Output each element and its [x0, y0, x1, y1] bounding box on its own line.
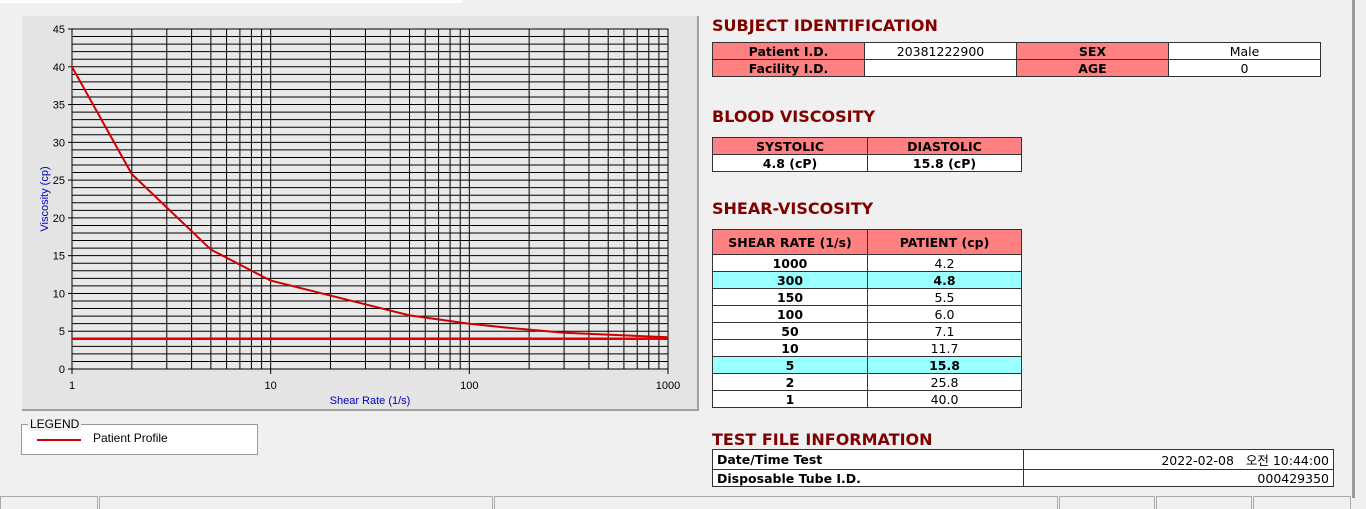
patient-cell: 11.7	[867, 339, 1022, 357]
shear-rate-cell: 1	[712, 390, 868, 408]
patient-id-label: Patient I.D.	[712, 42, 865, 60]
y-tick-label: 5	[59, 326, 65, 338]
y-tick-label: 30	[53, 137, 65, 149]
legend-title: LEGEND	[28, 417, 82, 431]
age: 0	[1168, 59, 1321, 77]
subject-table: Patient I.D. 20381222900 SEX Male Facility …	[712, 42, 1321, 77]
date-value: 2022-02-08 오전 10:44:00	[1023, 449, 1334, 470]
tube-label: Disposable Tube I.D.	[712, 469, 1024, 487]
y-tick-label: 35	[53, 100, 65, 112]
x-tick-label: 10	[265, 380, 277, 392]
status-pane-5	[1156, 496, 1252, 509]
data-point	[71, 65, 73, 68]
facility-id	[864, 59, 1017, 77]
sex-label: SEX	[1016, 42, 1169, 60]
y-tick-label: 10	[53, 288, 65, 300]
shear-rate-cell: 5	[712, 356, 868, 374]
data-point	[563, 331, 565, 334]
y-tick-label: 20	[53, 213, 65, 225]
age-label: AGE	[1016, 59, 1169, 77]
testfile-table: Date/Time Test 2022-02-08 오전 10:44:00 Dis…	[712, 449, 1334, 487]
status-pane-6	[1253, 496, 1351, 509]
subject-title: SUBJECT IDENTIFICATION	[712, 16, 938, 35]
legend-swatch	[37, 439, 81, 441]
table-row: 10 11.7	[712, 339, 1022, 357]
patient-cell: 6.0	[867, 305, 1022, 323]
data-point	[269, 279, 272, 282]
y-axis-label: Viscosity (cp)	[39, 166, 51, 231]
x-tick-label: 100	[460, 380, 478, 392]
table-row: 1 40.0	[712, 390, 1022, 408]
patient-cell: 15.8	[867, 356, 1022, 374]
sex: Male	[1168, 42, 1321, 60]
systolic-value: 4.8 (cP)	[712, 154, 868, 172]
status-pane-1	[0, 496, 98, 509]
scrollbar[interactable]	[1352, 0, 1355, 498]
chart-panel: 0 5 10 15 20 25 30 35 40 45 1 10 100 1000 Shear Rate (…	[22, 16, 699, 411]
facility-label: Facility I.D.	[712, 59, 865, 77]
shear-rate-cell: 1000	[712, 254, 868, 272]
data-point	[131, 173, 133, 175]
status-pane-4	[1059, 496, 1155, 509]
viscosity-chart: 0 5 10 15 20 25 30 35 40 45 1 10 100 1000 Shear Rate (…	[39, 24, 680, 407]
y-tick-label: 25	[53, 175, 65, 187]
data-point	[468, 322, 471, 325]
x-tick-label: 1000	[656, 380, 680, 392]
data-point	[210, 248, 212, 251]
x-tick-label: 1	[69, 380, 75, 392]
systolic-label: SYSTOLIC	[712, 137, 868, 155]
table-row: 1000 4.2	[712, 254, 1022, 272]
tube-value: 000429350	[1023, 469, 1334, 487]
patient-cell: 4.2	[867, 254, 1022, 272]
table-row: 2 25.8	[712, 373, 1022, 391]
patient-id: 20381222900	[864, 42, 1017, 60]
table-row: 300 4.8	[712, 271, 1022, 289]
top-strip	[0, 0, 462, 3]
patient-header: PATIENT (cp)	[867, 229, 1022, 255]
status-pane-3	[494, 496, 1058, 509]
patient-cell: 40.0	[867, 390, 1022, 408]
shear-rate-cell: 2	[712, 373, 868, 391]
data-point	[503, 326, 506, 329]
y-tick-label: 45	[53, 24, 65, 36]
blood-table: SYSTOLIC DIASTOLIC 4.8 (cP) 15.8 (cP)	[712, 137, 1022, 172]
table-row: 50 7.1	[712, 322, 1022, 340]
shear-rate-cell: 150	[712, 288, 868, 306]
testfile-title: TEST FILE INFORMATION	[712, 430, 933, 449]
legend: LEGEND Patient Profile	[21, 417, 258, 455]
shear-title: SHEAR-VISCOSITY	[712, 199, 874, 218]
y-tick-label: 0	[59, 364, 65, 376]
shear-rate-header: SHEAR RATE (1/s)	[712, 229, 868, 255]
shear-rate-cell: 100	[712, 305, 868, 323]
shear-rate-cell: 300	[712, 271, 868, 289]
table-row: 100 6.0	[712, 305, 1022, 323]
diastolic-label: DIASTOLIC	[867, 137, 1022, 155]
table-row: 5 15.8	[712, 356, 1022, 374]
legend-label: Patient Profile	[93, 431, 168, 445]
table-row: 150 5.5	[712, 288, 1022, 306]
blood-title: BLOOD VISCOSITY	[712, 107, 876, 126]
x-axis-label: Shear Rate (1/s)	[330, 395, 411, 407]
shear-rate-cell: 10	[712, 339, 868, 357]
plot-area	[71, 28, 669, 370]
shear-rate-cell: 50	[712, 322, 868, 340]
patient-cell: 5.5	[867, 288, 1022, 306]
patient-cell: 25.8	[867, 373, 1022, 391]
y-tick-label: 40	[53, 62, 65, 74]
data-point	[408, 314, 411, 317]
patient-cell: 7.1	[867, 322, 1022, 340]
y-tick-label: 15	[53, 251, 65, 263]
diastolic-value: 15.8 (cP)	[867, 154, 1022, 172]
shear-table: SHEAR RATE (1/s) PATIENT (cp) 1000 4.2 300 4…	[712, 229, 1022, 408]
patient-cell: 4.8	[867, 271, 1022, 289]
data-point	[667, 336, 669, 339]
date-label: Date/Time Test	[712, 449, 1024, 470]
status-pane-2	[99, 496, 493, 509]
